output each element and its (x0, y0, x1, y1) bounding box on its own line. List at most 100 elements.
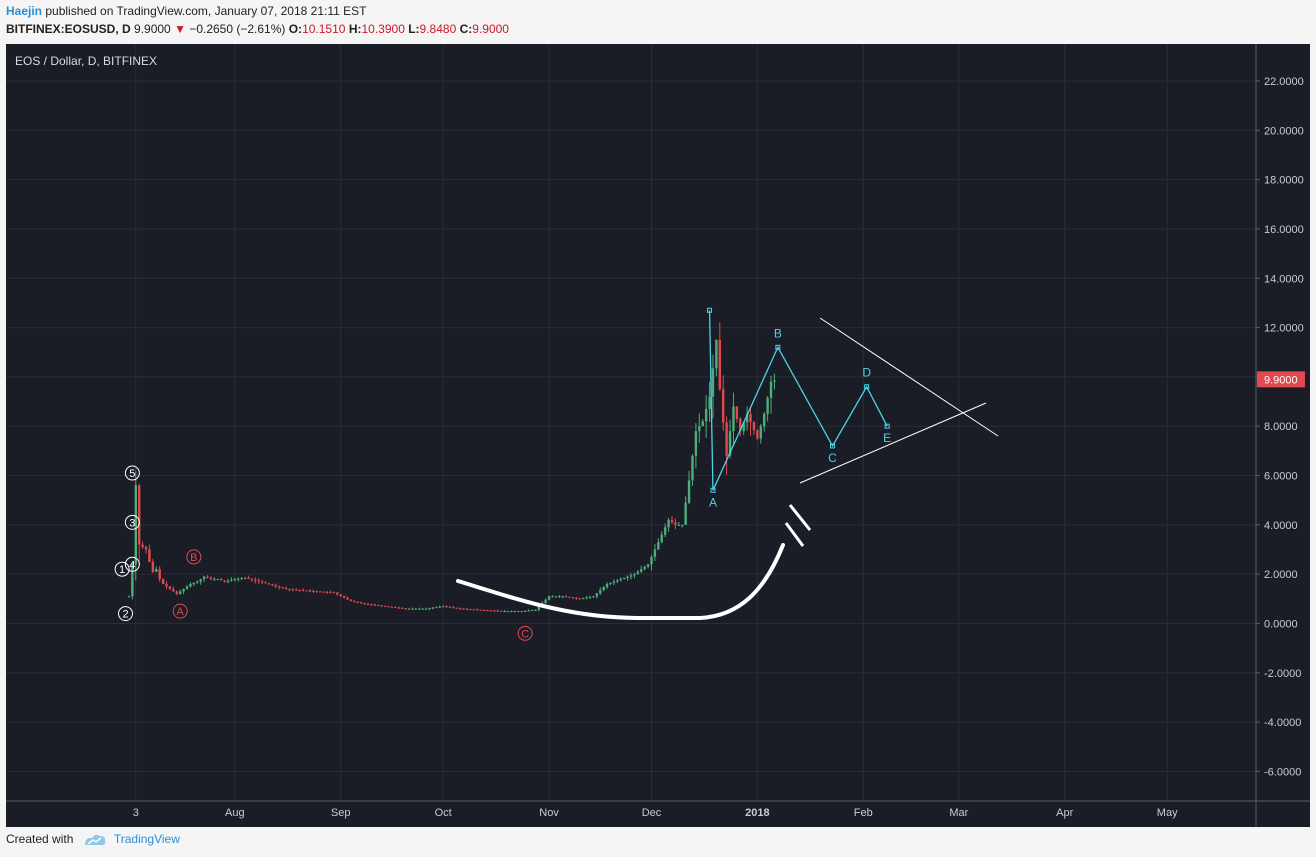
candle-body (616, 580, 619, 582)
candle-body (722, 389, 725, 423)
triangle-wave-label: B (774, 326, 782, 340)
author-name[interactable]: Haejin (6, 4, 43, 18)
candle-body (684, 502, 687, 525)
candle-body (397, 607, 400, 609)
close-label: C: (459, 22, 473, 36)
candle-body (165, 584, 168, 587)
candle-body (735, 406, 739, 419)
candle-body (390, 606, 394, 608)
low-label: L: (408, 22, 420, 36)
candle-body (612, 581, 616, 583)
candle-body (537, 606, 540, 610)
candle-body (592, 596, 595, 598)
candle-body (459, 608, 462, 610)
y-tick-label: 14.0000 (1264, 273, 1304, 285)
candle-body (267, 583, 271, 585)
candle-body (711, 368, 715, 397)
candle-body (725, 422, 728, 456)
wave-labels: A B C D E 5 3 1 4 2 A B C (114, 326, 891, 641)
candle-body (472, 609, 476, 611)
candle-body (175, 591, 178, 594)
candle-body (773, 380, 776, 382)
candle-body (622, 577, 626, 580)
candle-body (749, 413, 752, 423)
candle-body (568, 596, 571, 598)
y-tick-label: 8.0000 (1264, 421, 1298, 433)
price-change: −0.2650 (−2.61%) (189, 22, 286, 36)
candle-body (547, 596, 551, 600)
candle-body (380, 605, 383, 607)
candle-body (575, 597, 578, 599)
candle-body (476, 609, 479, 611)
y-tick-label: 20.0000 (1264, 125, 1304, 137)
candle-body (660, 534, 663, 543)
x-tick-label: Feb (854, 807, 873, 819)
candle-body (264, 582, 267, 584)
x-tick-label: Apr (1056, 807, 1073, 819)
candle-body (520, 611, 523, 613)
candle-body (298, 589, 301, 591)
candle-body (373, 604, 377, 606)
price-axis[interactable]: 22.0000 20.0000 18.0000 16.0000 14.0000 12.00… (1256, 76, 1304, 778)
candle-body (718, 339, 721, 390)
candle-body (643, 566, 646, 570)
triangle-upper-trendline (819, 317, 999, 437)
time-axis[interactable]: 3 Aug Sep Oct Nov Dec 2018 Feb Mar Apr May (133, 807, 1178, 819)
publish-info: Haejin published on TradingView.com, Jan… (6, 4, 366, 18)
y-tick-label: 0.0000 (1264, 618, 1298, 630)
candle-body (185, 586, 189, 589)
candle-body (202, 576, 206, 580)
candle-body (435, 607, 438, 609)
candle-body (353, 601, 356, 603)
candle-body (127, 596, 131, 598)
candle-body (243, 577, 247, 579)
impulse-wave-label-circle (124, 556, 140, 572)
candle-body (530, 610, 534, 612)
candle-body (168, 586, 172, 589)
y-tick-label: -2.0000 (1264, 668, 1301, 680)
candle-body (503, 611, 506, 613)
candle-body (137, 485, 141, 545)
last-price: 9.9000 (134, 22, 171, 36)
x-tick-label: Oct (435, 807, 452, 819)
candle-body (172, 588, 175, 592)
candle-body (421, 608, 424, 610)
candle-body (527, 610, 530, 612)
triangle-wave-path (708, 310, 888, 491)
candle-body (687, 480, 691, 503)
candle-body (400, 607, 404, 609)
candle-body (581, 598, 585, 600)
candle-body (551, 596, 554, 598)
candle-body (465, 608, 469, 610)
chart-drawings[interactable] (456, 307, 999, 620)
candle-body (595, 593, 599, 597)
candle-body (759, 426, 762, 439)
candle-body (305, 590, 308, 592)
triangle-wave-label: D (862, 366, 871, 380)
publish-text: published on TradingView.com, January 07… (42, 4, 367, 18)
impulse-wave-label: 3 (129, 517, 135, 529)
candle-body (247, 577, 250, 579)
x-tick-label: 2018 (745, 807, 769, 819)
candle-body (387, 606, 390, 608)
candle-body (636, 571, 640, 575)
candle-body (394, 607, 397, 609)
candle-body (349, 599, 353, 602)
candle-body (250, 578, 254, 580)
candle-body (544, 599, 547, 604)
candle-body (681, 524, 684, 526)
tradingview-link[interactable]: TradingView (113, 832, 180, 846)
x-tick-label: May (1157, 807, 1178, 819)
candle-body (182, 588, 185, 592)
grid-lines (6, 44, 1256, 801)
candle-body (424, 608, 428, 610)
candle-body (131, 564, 134, 597)
corrective-wave-label-circle (186, 549, 202, 565)
created-with-text: Created with (6, 832, 74, 846)
candle-body (704, 408, 708, 422)
candle-body (534, 609, 537, 611)
candle-body (728, 431, 732, 456)
x-tick-label: Aug (225, 807, 245, 819)
candle-body (233, 579, 237, 581)
